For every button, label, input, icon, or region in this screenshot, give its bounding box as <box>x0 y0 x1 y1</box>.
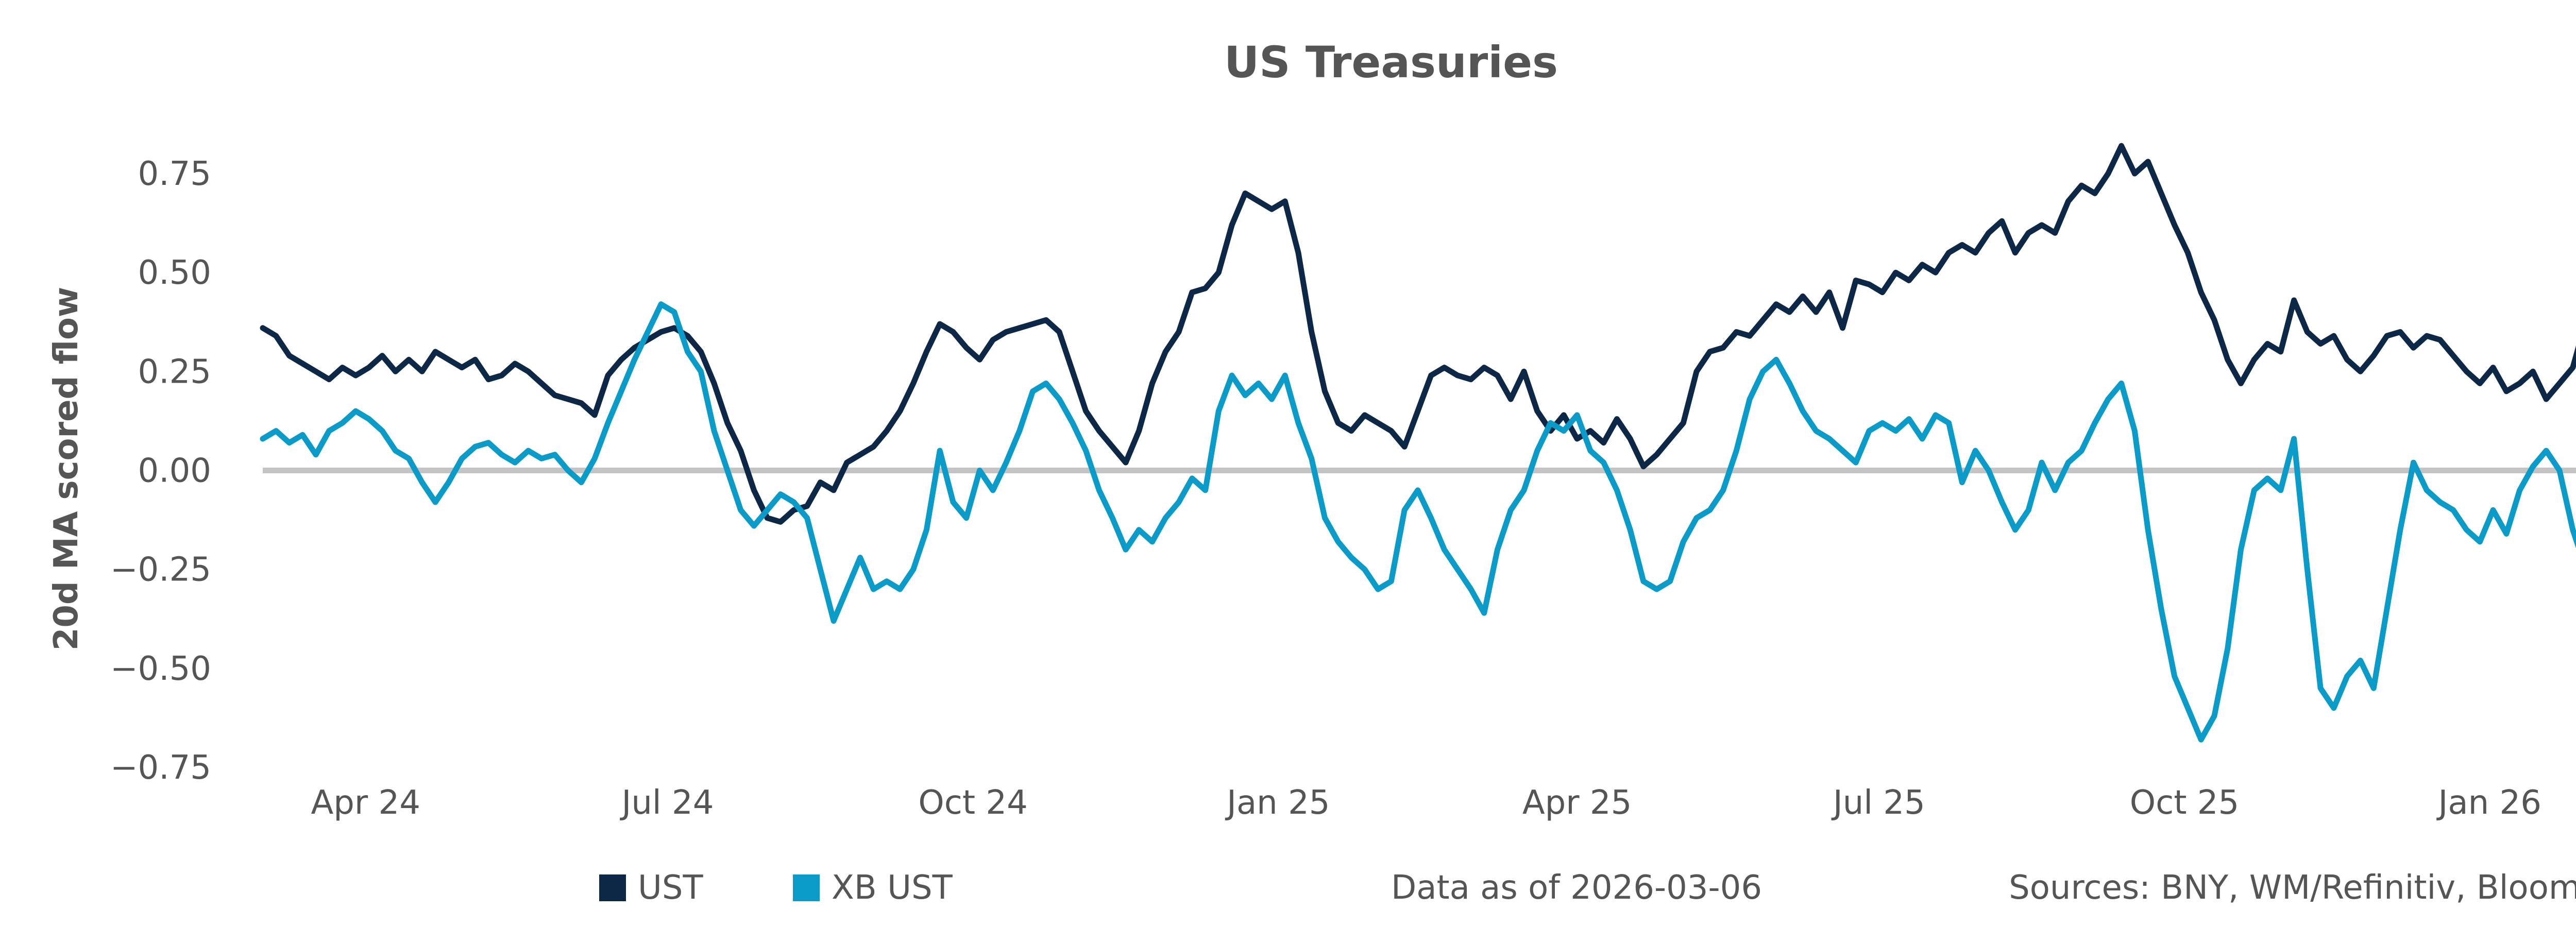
y-tick-label: −0.50 <box>110 650 211 688</box>
y-axis-label: 20d MA scored flow <box>47 287 86 650</box>
legend-item-ust: UST <box>599 869 703 907</box>
legend-label-ust: UST <box>638 869 703 907</box>
legend-item-xb-ust: XB UST <box>793 869 953 907</box>
x-tick-label: Apr 25 <box>1522 784 1632 822</box>
y-tick-label: 0.50 <box>138 254 212 292</box>
x-tick-label: Jul 24 <box>619 784 714 822</box>
x-tick-label: Oct 25 <box>2130 784 2239 822</box>
legend: UST XB UST <box>599 869 953 907</box>
x-tick-label: Jul 25 <box>1831 784 1925 822</box>
series-line-ust <box>260 143 2576 525</box>
y-tick-label: 0.00 <box>138 452 212 490</box>
y-tick-label: −0.25 <box>110 551 211 589</box>
sources-note: Sources: BNY, WM/Refinitiv, Bloomberg <box>2009 869 2576 907</box>
x-tick-label: Jan 26 <box>2436 784 2541 822</box>
y-tick-label: 0.75 <box>138 155 212 193</box>
y-tick-label: 0.25 <box>138 353 212 391</box>
chart-title: US Treasuries <box>1224 37 1558 88</box>
series-line-xb-ust <box>260 301 2576 743</box>
y-axis-ticks: 0.75 0.50 0.25 0.00 −0.25 −0.50 −0.75 <box>110 155 211 787</box>
x-axis-ticks: Apr 24 Jul 24 Oct 24 Jan 25 Apr 25 Jul 25 Oct … <box>311 784 2541 822</box>
series-lines <box>260 143 2576 743</box>
legend-swatch-ust <box>599 874 626 901</box>
data-as-of-note: Data as of 2026-03-06 <box>1391 869 1762 907</box>
x-tick-label: Jan 25 <box>1225 784 1330 822</box>
x-tick-label: Oct 24 <box>918 784 1027 822</box>
legend-label-xb-ust: XB UST <box>832 869 953 907</box>
y-tick-label: −0.75 <box>110 749 211 787</box>
x-tick-label: Apr 24 <box>311 784 420 822</box>
legend-swatch-xb-ust <box>793 874 820 901</box>
